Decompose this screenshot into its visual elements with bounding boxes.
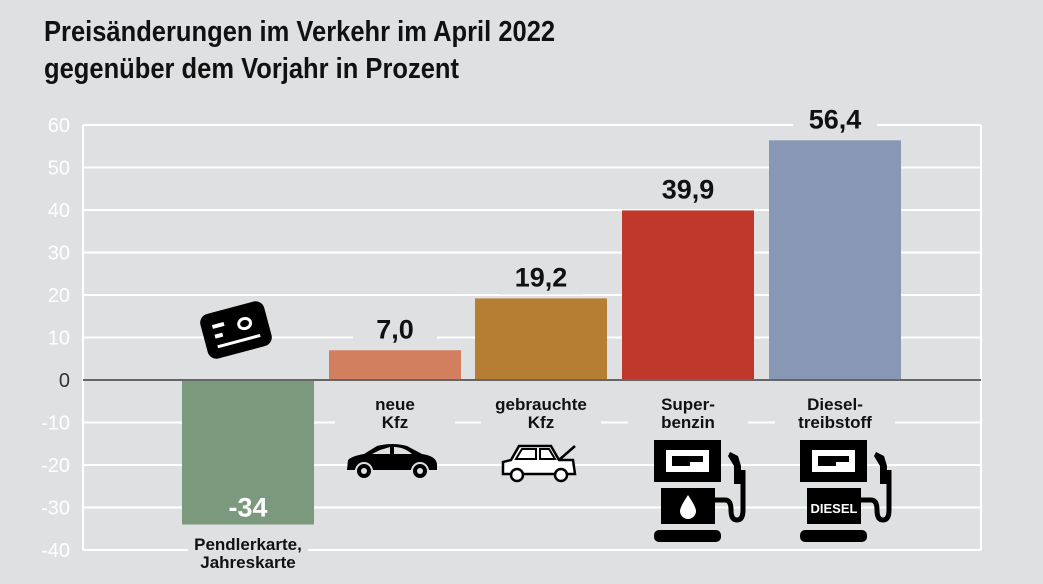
car-hub bbox=[417, 468, 423, 474]
y-tick-label: 20 bbox=[48, 285, 70, 307]
category-label: gebrauchte bbox=[495, 395, 587, 414]
data-label: 39,9 bbox=[662, 174, 715, 204]
y-tick-label: 0 bbox=[59, 370, 70, 392]
card-line bbox=[211, 321, 225, 329]
category-label: neue bbox=[375, 395, 415, 414]
data-label-bg bbox=[793, 102, 877, 137]
category-label-bg bbox=[188, 535, 308, 575]
y-tick-label: -20 bbox=[41, 455, 70, 477]
pump-display bbox=[654, 440, 721, 482]
data-label: -34 bbox=[228, 493, 267, 523]
car-icon bbox=[347, 444, 437, 480]
diesel-icon-text: DIESEL bbox=[811, 501, 858, 516]
title-line-2: gegenüber dem Vorjahr in Prozent bbox=[44, 53, 460, 85]
ticket-card-icon bbox=[200, 301, 272, 359]
y-tick-label: -10 bbox=[41, 413, 70, 435]
pump-hose bbox=[861, 470, 892, 523]
y-tick-label: -40 bbox=[41, 540, 70, 562]
category-label: Kfz bbox=[528, 413, 554, 432]
y-tick-label: 50 bbox=[48, 158, 70, 180]
bar bbox=[182, 380, 314, 525]
category-label: Super- bbox=[661, 395, 715, 414]
category-label: benzin bbox=[661, 413, 715, 432]
pump-display bbox=[800, 440, 867, 482]
category-label-bg bbox=[775, 395, 895, 435]
card-circle bbox=[237, 316, 253, 331]
data-label-bg bbox=[353, 312, 437, 347]
pump-screen bbox=[812, 450, 855, 472]
category-label: Pendlerkarte, bbox=[194, 535, 302, 554]
data-label: 19,2 bbox=[515, 262, 568, 292]
bar bbox=[769, 140, 901, 380]
card-line bbox=[217, 333, 261, 349]
fuel-pump-icon bbox=[654, 440, 746, 542]
category-label: Kfz bbox=[382, 413, 408, 432]
pump-screen bbox=[666, 450, 709, 472]
title-line-1: Preisänderungen im Verkehr im April 2022 bbox=[44, 16, 556, 48]
bar bbox=[475, 298, 607, 380]
bar bbox=[622, 210, 754, 380]
y-tick-label: 30 bbox=[48, 243, 70, 265]
bar bbox=[329, 350, 461, 380]
car-wheel bbox=[509, 467, 525, 483]
pump-nozzle bbox=[874, 452, 887, 484]
used-car-icon bbox=[501, 444, 577, 483]
category-label: Diesel- bbox=[807, 395, 863, 414]
card-shape bbox=[200, 301, 272, 359]
y-tick-label: 10 bbox=[48, 328, 70, 350]
pump-hose bbox=[715, 470, 746, 523]
data-label-bg bbox=[499, 260, 583, 295]
data-label: 7,0 bbox=[376, 314, 414, 344]
pump-base bbox=[654, 530, 721, 542]
category-label-bg bbox=[481, 395, 601, 435]
category-label-bg bbox=[628, 395, 748, 435]
car-hood bbox=[558, 445, 576, 461]
y-tick-label: 40 bbox=[48, 200, 70, 222]
y-tick-label: 60 bbox=[48, 115, 70, 137]
category-label: treibstoff bbox=[798, 413, 872, 432]
pump-base bbox=[800, 530, 867, 542]
car-window bbox=[514, 448, 557, 460]
category-label: Jahreskarte bbox=[200, 553, 295, 572]
data-label-bg bbox=[646, 172, 730, 207]
car-wheel bbox=[553, 467, 569, 483]
chart-title: Preisänderungen im Verkehr im April 2022… bbox=[44, 14, 555, 88]
fuel-drop bbox=[680, 495, 696, 519]
car-hub bbox=[361, 468, 367, 474]
pump-nozzle bbox=[728, 452, 741, 484]
diesel-pump-icon: DIESEL bbox=[800, 440, 892, 542]
category-label-bg bbox=[335, 395, 455, 435]
y-tick-label: -30 bbox=[41, 498, 70, 520]
car-body bbox=[347, 444, 437, 470]
pump-body bbox=[807, 488, 861, 524]
data-label: 56,4 bbox=[809, 104, 862, 134]
car-window bbox=[372, 447, 412, 454]
